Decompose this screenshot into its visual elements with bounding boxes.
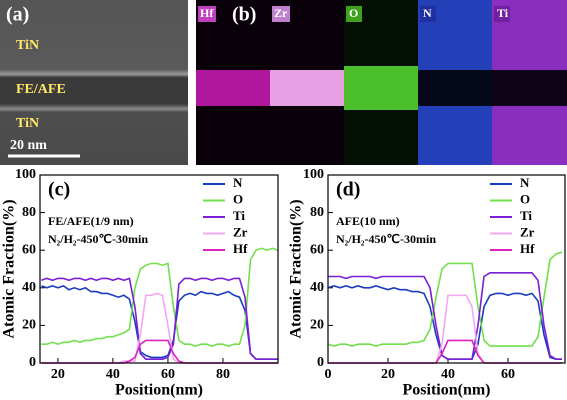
map-label: Zr: [274, 6, 288, 20]
map-tag: [198, 6, 216, 22]
series-line: [41, 247, 279, 347]
layer-label: TiN: [16, 116, 39, 131]
panel-label: (b): [232, 4, 256, 26]
x-axis-title: Position(nm): [115, 382, 203, 399]
plot-frame: [39, 174, 279, 364]
map-label: O: [349, 6, 358, 20]
x-axis-title: Position(nm): [403, 382, 491, 399]
y-tick-label: 60: [310, 242, 324, 257]
y-tick-label: 40: [310, 280, 324, 295]
legend-label: O: [233, 191, 243, 206]
x-tick-label: 40: [441, 367, 455, 382]
panel-label: (c): [48, 179, 70, 201]
annotation: FE/AFE(1/9 nm): [48, 214, 134, 228]
map-tag: [494, 6, 510, 22]
y-tick-label: 40: [22, 280, 36, 295]
map-label: Hf: [200, 6, 214, 20]
map-o-band: [344, 66, 418, 110]
map-n-band: [418, 70, 492, 106]
y-tick-label: 0: [317, 355, 324, 370]
scale-bar-label: 20 nm: [10, 138, 47, 153]
layer-label: FE/AFE: [16, 82, 66, 97]
series-line: [41, 277, 278, 360]
y-tick-label: 80: [22, 205, 36, 220]
annotation: N₂/H₂-450℃-30min: [48, 232, 148, 246]
legend-label: N: [520, 175, 530, 190]
y-tick-label: 80: [310, 205, 324, 220]
y-tick-label: 0: [29, 355, 36, 370]
y-tick-label: 100: [303, 167, 324, 182]
legend-label: N: [233, 175, 243, 190]
panel-label: (a): [6, 4, 29, 26]
series-line: [327, 251, 563, 347]
legend-label: Hf: [520, 241, 535, 256]
map-tag: [346, 6, 362, 22]
y-tick-label: 20: [22, 318, 36, 333]
legend-label: Zr: [520, 224, 535, 239]
y-tick-label: 20: [310, 318, 324, 333]
series-line: [328, 294, 562, 364]
plot-frame: [327, 174, 566, 364]
map-ti-band: [492, 70, 567, 106]
map-label: Ti: [497, 6, 509, 20]
map-tag: [272, 6, 290, 22]
legend-label: Hf: [233, 241, 248, 256]
legend-label: Zr: [233, 224, 248, 239]
x-tick-label: 20: [51, 367, 65, 382]
annotation: AFE(10 nm): [336, 214, 400, 228]
map-hf-band: [196, 70, 270, 106]
series-line: [328, 272, 562, 360]
map-zr-band: [270, 70, 344, 106]
layer-label: TiN: [16, 38, 39, 53]
tem-image: [0, 0, 188, 165]
legend-label: Ti: [233, 208, 245, 223]
x-tick-label: 40: [106, 367, 120, 382]
legend-label: Ti: [520, 208, 532, 223]
y-tick-label: 60: [22, 242, 36, 257]
y-axis-title: Atomic Fraction(%): [288, 199, 305, 338]
map-label: N: [423, 6, 432, 20]
x-tick-label: 20: [381, 367, 395, 382]
x-tick-label: 0: [325, 367, 332, 382]
y-tick-label: 100: [15, 167, 36, 182]
legend-label: O: [520, 191, 530, 206]
panel-label: (d): [336, 179, 360, 201]
annotation: N₂/H₂-450℃-30min: [336, 232, 436, 246]
x-tick-label: 80: [216, 367, 230, 382]
x-tick-label: 60: [161, 367, 175, 382]
map-tag: [420, 6, 436, 22]
series-line: [41, 285, 278, 360]
y-axis-title: Atomic Fraction(%): [1, 199, 18, 338]
x-tick-label: 60: [501, 367, 515, 382]
